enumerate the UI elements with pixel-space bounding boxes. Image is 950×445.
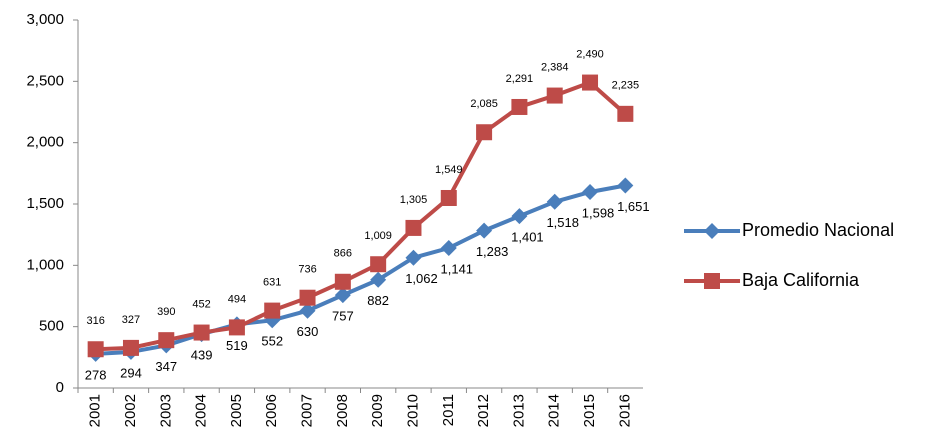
data-label: 630: [297, 324, 319, 339]
point: [511, 98, 528, 115]
data-label: 1,062: [405, 271, 438, 286]
data-label: 2,384: [541, 61, 569, 73]
data-label: 1,305: [400, 194, 428, 206]
point: [405, 219, 422, 236]
y-tick-label: 1,500: [26, 195, 64, 212]
data-label: 1,518: [546, 215, 579, 230]
point: [511, 208, 528, 225]
legend-label: Promedio Nacional: [742, 220, 894, 240]
data-label: 552: [261, 334, 283, 349]
point: [122, 339, 139, 356]
point: [370, 256, 387, 273]
data-label: 2,291: [506, 73, 534, 85]
data-label: 757: [332, 309, 354, 324]
point: [440, 189, 457, 206]
legend-marker: [704, 223, 720, 239]
legend-marker: [704, 273, 720, 289]
point: [334, 287, 351, 304]
data-label: 1,549: [435, 164, 463, 176]
point: [476, 124, 493, 141]
data-label: 294: [120, 365, 142, 380]
x-tick-label: 2006: [263, 394, 280, 427]
data-label: 278: [85, 367, 107, 382]
y-tick-label: 1,000: [26, 256, 64, 273]
series-line: [95, 183, 626, 356]
y-tick-label: 2,500: [26, 72, 64, 89]
x-tick-label: 2002: [122, 394, 139, 427]
data-label: 1,401: [511, 230, 544, 245]
x-tick-label: 2004: [193, 394, 210, 427]
y-tick-label: 3,000: [26, 11, 64, 28]
data-label: 2,490: [576, 48, 604, 60]
x-tick-label: 2005: [228, 394, 245, 427]
legend-label: Baja California: [742, 270, 860, 290]
data-label: 2,085: [470, 98, 498, 110]
data-label: 316: [86, 315, 104, 327]
x-tick-label: 2009: [369, 394, 386, 427]
y-tick-label: 500: [39, 318, 64, 335]
x-tick-label: 2008: [334, 394, 351, 427]
point: [617, 177, 634, 194]
point: [299, 302, 316, 319]
point: [158, 332, 175, 349]
point: [405, 249, 422, 266]
x-tick-label: 2007: [299, 394, 316, 427]
data-label: 452: [192, 298, 210, 310]
point: [546, 193, 563, 210]
point: [264, 302, 281, 319]
x-tick-label: 2013: [510, 394, 527, 427]
x-tick-label: 2003: [157, 394, 174, 427]
y-tick-label: 0: [56, 379, 64, 396]
x-tick-label: 2010: [404, 394, 421, 427]
point: [228, 319, 245, 336]
data-label: 736: [298, 264, 316, 276]
y-tick-label: 2,000: [26, 134, 64, 151]
point: [582, 183, 599, 200]
data-label: 631: [263, 277, 281, 289]
data-label: 1,141: [441, 261, 474, 276]
data-label: 882: [367, 293, 389, 308]
point: [476, 222, 493, 239]
x-tick-label: 2014: [546, 394, 563, 427]
data-label: 1,283: [476, 244, 509, 259]
series-line: [95, 80, 627, 352]
data-label: 439: [191, 348, 213, 363]
x-tick-label: 2011: [440, 394, 457, 426]
data-label: 519: [226, 338, 248, 353]
point: [370, 271, 387, 288]
point: [193, 324, 210, 341]
data-label: 327: [122, 314, 140, 326]
x-tick-label: 2016: [616, 394, 633, 427]
data-label: 866: [334, 248, 352, 260]
point: [440, 240, 457, 257]
data-label: 1,009: [364, 230, 392, 242]
data-label: 347: [155, 359, 177, 374]
point: [582, 74, 599, 91]
point: [87, 341, 104, 358]
point: [617, 105, 634, 122]
point: [546, 87, 563, 104]
point: [299, 289, 316, 306]
data-label: 2,235: [612, 80, 640, 92]
data-label: 390: [157, 306, 175, 318]
data-label: 1,651: [617, 199, 650, 214]
x-tick-label: 2015: [581, 394, 598, 427]
x-tick-label: 2012: [475, 394, 492, 427]
x-tick-label: 2001: [87, 394, 104, 427]
data-label: 1,598: [582, 205, 615, 220]
data-label: 494: [228, 293, 246, 305]
point: [334, 273, 351, 290]
